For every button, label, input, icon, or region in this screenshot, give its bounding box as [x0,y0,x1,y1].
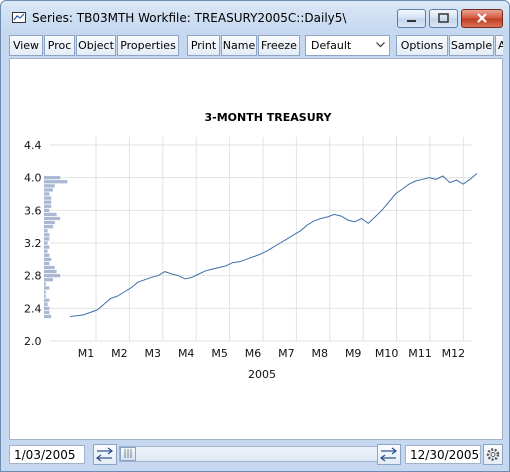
x-axis-ticks: M1 M2 M3 M4 M5 M6 M7 M8 M9 M10 M11 M12 [78,347,465,360]
x-tick-label: M7 [278,347,295,360]
gear-icon [486,448,500,461]
window-title: Series: TB03MTH Workfile: TREASURY2005C:… [32,11,347,25]
y-axis-ticks: 4.4 4.0 3.6 3.2 2.8 2.4 2.0 [24,139,42,348]
status-bar: 1/03/2005 ||| ||| 12/30/2005 [9,442,503,467]
range-start-handle[interactable]: ||| [120,447,136,461]
view-type-value: Default [311,39,352,52]
y-tick-label: 2.0 [24,335,42,348]
histogram-bar [44,208,50,212]
histogram-bar [44,310,50,315]
histogram-bar [44,237,50,241]
histogram-bar [44,261,50,266]
minimize-button[interactable] [397,9,426,28]
histogram-bar [44,282,46,286]
histogram-bar [44,233,50,237]
chart-title: 3-MONTH TREASURY [205,111,333,124]
maximize-icon [438,13,449,23]
y-tick-label: 2.4 [24,302,42,315]
histogram-bar [44,229,48,233]
histogram-bar [44,290,46,294]
histogram-bar [44,220,55,225]
freeze-button[interactable]: Freeze [258,35,300,56]
sample-range-slider[interactable]: ||| ||| [119,446,397,462]
maximize-button[interactable] [429,9,458,28]
histogram-bar [44,245,50,249]
y-tick-label: 4.4 [24,139,42,152]
series-icon [12,12,26,23]
histogram-bar [44,196,52,200]
histogram-bar [44,184,55,188]
histogram-bar [44,278,53,282]
histogram [44,176,68,319]
print-button[interactable]: Print [187,35,220,56]
grid [50,137,472,342]
x-tick-label: M6 [245,347,262,360]
end-date: 12/30/2005 [405,445,481,464]
object-button[interactable]: Object [76,35,116,56]
histogram-bar [44,204,52,208]
title-bar[interactable]: Series: TB03MTH Workfile: TREASURY2005C:… [1,1,509,32]
series-line [69,173,478,317]
histogram-bar [44,269,57,274]
close-button[interactable] [461,9,503,28]
settings-button[interactable] [483,444,503,465]
x-tick-label: M2 [111,347,128,360]
histogram-bar [44,225,53,229]
histogram-bar [44,298,50,302]
histogram-bar [44,302,48,306]
line-chart: 3-MONTH TREASURY 4.4 4.0 3.6 3.2 2.8 2.4 2.0 M… [24,111,478,381]
y-tick-label: 3.6 [24,204,42,217]
y-tick-label: 4.0 [24,172,42,185]
histogram-bar [44,176,61,180]
proc-button[interactable]: Proc [44,35,75,56]
y-tick-label: 2.8 [24,270,42,283]
x-tick-label: M12 [442,347,466,360]
x-tick-label: M11 [408,347,432,360]
more-button[interactable]: A [495,35,503,56]
histogram-bar [44,306,50,310]
histogram-bar [44,265,55,270]
options-button[interactable]: Options [396,35,448,56]
x-tick-label: M4 [178,347,195,360]
close-icon [477,13,487,23]
swap-end-button[interactable] [377,444,401,465]
minimize-icon [407,20,416,22]
view-button[interactable]: View [9,35,43,56]
graph-area[interactable]: 3-MONTH TREASURY 4.4 4.0 3.6 3.2 2.8 2.4 2.0 M… [9,58,503,440]
histogram-bar [44,257,52,261]
start-date: 1/03/2005 [9,445,85,464]
histogram-bar [44,286,50,290]
x-tick-label: M1 [78,347,95,360]
y-tick-label: 3.2 [24,237,42,250]
histogram-bar [44,294,46,298]
histogram-bar [44,192,50,196]
histogram-bar [44,188,53,192]
x-tick-label: M3 [145,347,162,360]
swap-arrows-icon [380,447,397,462]
histogram-bar [44,253,50,257]
histogram-bar [44,180,68,184]
swap-start-button[interactable] [93,444,117,465]
histogram-bar [44,216,61,221]
chevron-down-icon [376,42,385,48]
x-tick-label: M10 [375,347,399,360]
properties-button[interactable]: Properties [117,35,179,56]
x-tick-label: M5 [211,347,228,360]
view-type-dropdown[interactable]: Default [305,35,390,56]
swap-arrows-icon [96,447,113,462]
x-tick-label: M9 [345,347,362,360]
histogram-bar [44,212,57,217]
x-tick-label: M8 [312,347,329,360]
histogram-bar [44,241,48,245]
name-button[interactable]: Name [221,35,257,56]
toolbar: View Proc Object Properties Print Name F… [9,35,503,56]
sample-button[interactable]: Sample [449,35,494,56]
x-axis-label: 2005 [248,368,276,381]
histogram-bar [44,274,61,278]
histogram-bar [44,249,48,253]
histogram-bar [44,314,52,319]
histogram-bar [44,200,52,204]
